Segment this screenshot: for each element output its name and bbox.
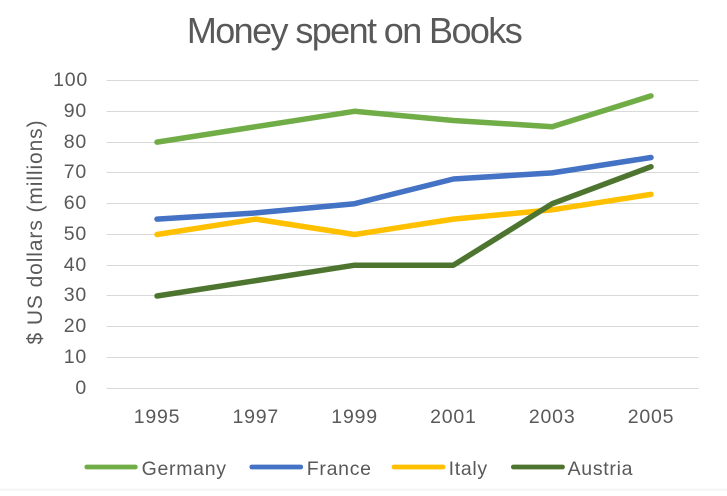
svg-text:1997: 1997 xyxy=(233,406,280,428)
svg-text:20: 20 xyxy=(64,315,87,337)
svg-text:50: 50 xyxy=(64,223,87,245)
svg-text:France: France xyxy=(307,458,372,480)
svg-text:60: 60 xyxy=(64,192,87,214)
svg-text:70: 70 xyxy=(64,161,87,183)
svg-text:0: 0 xyxy=(75,377,87,399)
svg-text:Germany: Germany xyxy=(142,458,227,480)
svg-text:1995: 1995 xyxy=(134,406,181,428)
svg-text:1999: 1999 xyxy=(331,406,378,428)
svg-text:Money spent on Books: Money spent on Books xyxy=(187,10,522,51)
svg-text:100: 100 xyxy=(53,69,88,91)
svg-text:Italy: Italy xyxy=(449,458,488,480)
svg-text:Austria: Austria xyxy=(568,458,634,480)
svg-text:2003: 2003 xyxy=(529,406,576,428)
svg-text:2005: 2005 xyxy=(628,406,675,428)
svg-text:2001: 2001 xyxy=(430,406,477,428)
svg-text:$ US dollars (millions): $ US dollars (millions) xyxy=(24,120,47,345)
svg-text:80: 80 xyxy=(64,131,87,153)
svg-text:10: 10 xyxy=(64,346,87,368)
svg-text:90: 90 xyxy=(64,100,87,122)
svg-text:40: 40 xyxy=(64,254,87,276)
svg-text:30: 30 xyxy=(64,284,87,306)
